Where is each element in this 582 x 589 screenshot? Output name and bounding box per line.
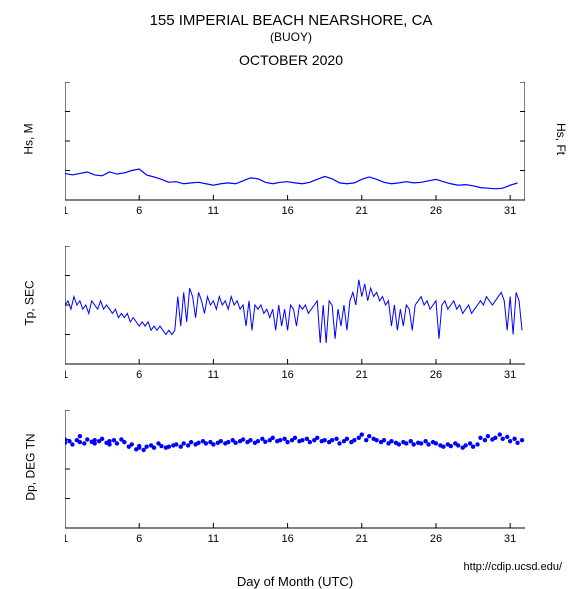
- tp-ylabel-left: Tp, SEC: [23, 280, 37, 325]
- chart-container: 155 IMPERIAL BEACH NEARSHORE, CA (BUOY) …: [0, 0, 582, 581]
- svg-text:16: 16: [281, 205, 293, 217]
- title-main: 155 IMPERIAL BEACH NEARSHORE, CA: [0, 0, 582, 29]
- svg-text:11: 11: [208, 533, 219, 545]
- x-axis-label: Day of Month (UTC): [65, 574, 525, 589]
- svg-text:26: 26: [430, 205, 442, 217]
- svg-text:11: 11: [208, 369, 219, 381]
- footer-url: http://cdip.ucsd.edu/: [464, 561, 562, 573]
- hs-ylabel-left: Hs, M: [22, 123, 36, 154]
- svg-text:31: 31: [504, 205, 516, 217]
- title-month: OCTOBER 2020: [0, 52, 582, 68]
- svg-text:21: 21: [356, 205, 368, 217]
- svg-text:31: 31: [504, 533, 516, 545]
- dp-chart-svg: 090180270360161116212631: [65, 410, 525, 546]
- hs-ylabel-right: Hs, Ft: [554, 123, 568, 155]
- svg-text:31: 31: [504, 369, 516, 381]
- svg-text:1: 1: [65, 205, 68, 217]
- charts-area: Hs, M Hs, Ft 0123403.36.69.8131611162126…: [65, 82, 525, 589]
- title-sub: (BUOY): [0, 30, 582, 44]
- svg-text:16: 16: [281, 533, 293, 545]
- svg-text:21: 21: [356, 533, 368, 545]
- tp-chart-svg: 07142128161116212631: [65, 246, 525, 382]
- hs-chart-svg: 0123403.36.69.813161116212631: [65, 82, 525, 218]
- svg-text:6: 6: [136, 369, 142, 381]
- panel-hs: Hs, M Hs, Ft 0123403.36.69.8131611162126…: [65, 82, 525, 218]
- svg-text:26: 26: [430, 533, 442, 545]
- svg-text:16: 16: [281, 369, 293, 381]
- svg-text:1: 1: [65, 369, 68, 381]
- svg-text:11: 11: [208, 205, 219, 217]
- panel-tp: Tp, SEC 07142128161116212631: [65, 246, 525, 382]
- dp-ylabel-left: Dp, DEG TN: [24, 433, 38, 500]
- svg-text:21: 21: [356, 369, 368, 381]
- svg-text:6: 6: [136, 205, 142, 217]
- svg-text:6: 6: [136, 533, 142, 545]
- svg-text:26: 26: [430, 369, 442, 381]
- svg-text:1: 1: [65, 533, 68, 545]
- panel-dp: Dp, DEG TN 090180270360161116212631: [65, 410, 525, 546]
